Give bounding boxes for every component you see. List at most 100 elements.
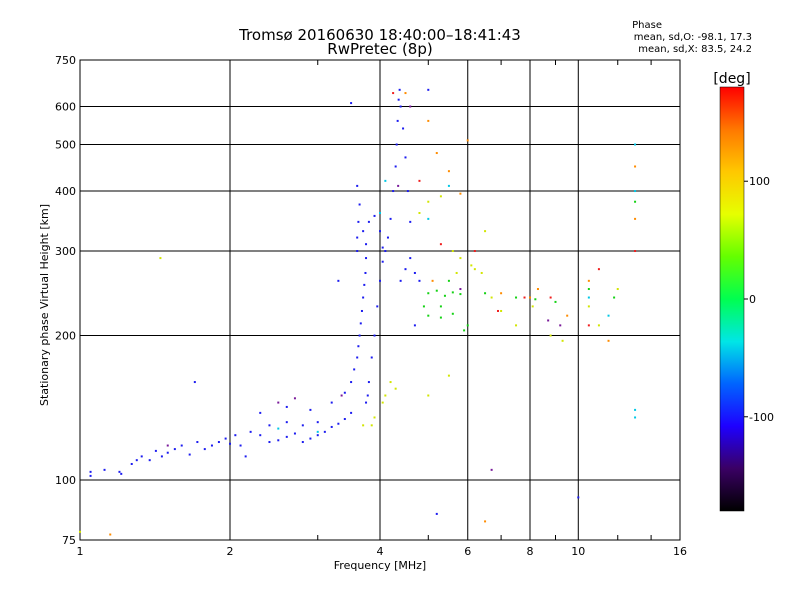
data-point — [536, 288, 539, 291]
data-point — [395, 143, 398, 146]
data-points — [79, 88, 637, 536]
data-point — [451, 250, 454, 253]
data-point — [466, 139, 469, 142]
data-point — [120, 472, 123, 475]
data-point — [439, 316, 442, 319]
data-point — [357, 220, 360, 223]
data-point — [356, 356, 359, 359]
data-point — [607, 339, 610, 342]
data-point — [379, 212, 381, 215]
chart-title-line2: RwPretec (8p) — [327, 40, 433, 58]
phase-o-stats: mean, sd,O: -98.1, 17.3 — [633, 32, 752, 43]
data-point — [166, 451, 169, 454]
data-point — [384, 179, 387, 182]
data-point — [397, 98, 400, 101]
data-point — [358, 334, 361, 337]
y-axis-label: Stationary phase Virtual Height [km] — [38, 204, 51, 406]
x-tick-label: 16 — [673, 545, 687, 558]
data-point — [381, 260, 384, 263]
data-point — [148, 459, 151, 462]
data-point — [301, 441, 304, 444]
x-tick-label: 4 — [377, 545, 384, 558]
data-point — [365, 243, 368, 246]
data-point — [473, 250, 476, 253]
data-point — [634, 416, 637, 419]
data-point — [277, 439, 280, 442]
data-point — [358, 203, 361, 206]
data-point — [396, 119, 399, 122]
data-point — [268, 424, 271, 427]
data-point — [439, 243, 442, 246]
chart-title-line1: Tromsø 20160630 18:40:00–18:41:43 — [239, 26, 521, 44]
data-point — [607, 314, 610, 317]
data-point — [364, 271, 367, 274]
data-point — [406, 190, 409, 193]
data-point — [587, 288, 590, 291]
colorbar-tick-label: -100 — [749, 411, 774, 424]
data-point — [234, 434, 237, 437]
data-point — [277, 427, 280, 430]
data-point — [259, 434, 262, 437]
data-point — [529, 296, 531, 299]
data-point — [587, 296, 590, 299]
data-point — [350, 102, 353, 105]
y-tick-label: 600 — [55, 101, 76, 114]
data-point — [188, 453, 191, 456]
data-point — [480, 271, 483, 274]
data-point — [490, 468, 493, 471]
data-point — [384, 250, 387, 253]
data-point — [180, 444, 183, 447]
data-point — [239, 444, 242, 447]
x-tick-label: 6 — [464, 545, 471, 558]
data-point — [356, 236, 359, 239]
data-point — [379, 279, 381, 282]
data-point — [135, 459, 138, 462]
y-tick-label: 500 — [55, 139, 76, 152]
colorbar — [719, 86, 745, 512]
data-point — [500, 292, 503, 295]
data-point — [463, 329, 466, 332]
phase-heading: Phase — [632, 20, 662, 31]
data-point — [531, 305, 534, 308]
data-point — [166, 444, 169, 447]
data-point — [140, 455, 143, 458]
data-point — [402, 127, 405, 130]
data-point — [229, 442, 231, 445]
data-point — [224, 437, 227, 440]
phase-x-stats: mean, sd,X: 83.5, 24.2 — [638, 44, 752, 55]
data-point — [160, 455, 163, 458]
data-point — [130, 462, 133, 465]
colorbar-tick-label: 0 — [749, 293, 756, 306]
data-point — [451, 312, 454, 315]
data-point — [418, 279, 421, 282]
data-point — [210, 444, 213, 447]
data-point — [409, 220, 412, 223]
data-point — [359, 322, 362, 325]
data-point — [549, 296, 552, 299]
data-point — [587, 305, 590, 308]
data-point — [316, 430, 319, 433]
data-point — [427, 88, 430, 91]
data-point — [490, 296, 493, 299]
data-point — [353, 368, 356, 371]
data-point — [316, 421, 319, 424]
data-point — [356, 250, 359, 253]
data-point — [285, 421, 288, 424]
data-point — [268, 441, 271, 444]
data-point — [79, 530, 81, 533]
data-point — [362, 296, 365, 299]
data-point — [196, 441, 199, 444]
y-tick-label: 300 — [55, 245, 76, 258]
data-point — [330, 401, 333, 404]
data-point — [367, 220, 370, 223]
data-point — [484, 292, 487, 295]
data-point — [439, 305, 442, 308]
data-point — [362, 424, 365, 427]
data-point — [362, 230, 365, 233]
data-point — [316, 434, 319, 437]
data-point — [515, 324, 518, 327]
data-point — [455, 271, 458, 274]
data-point — [365, 257, 368, 260]
data-point — [365, 401, 368, 404]
